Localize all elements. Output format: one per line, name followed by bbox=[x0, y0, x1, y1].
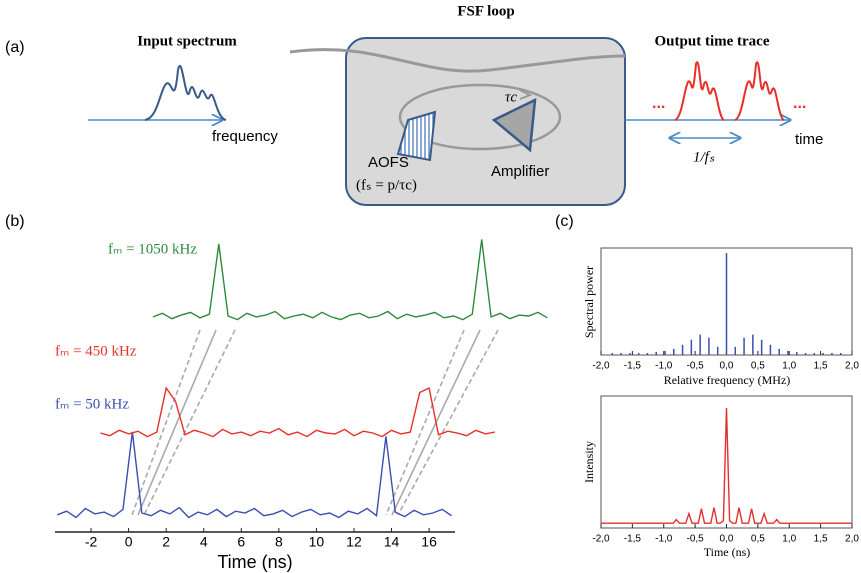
x-tick-label: 1,5 bbox=[814, 534, 828, 545]
x-tick-label: 16 bbox=[421, 534, 437, 550]
x-tick-label: -2 bbox=[85, 534, 98, 550]
x-tick-label: 0 bbox=[125, 534, 133, 550]
connectors bbox=[131, 329, 499, 516]
input-axis-label: frequency bbox=[212, 128, 278, 145]
x-axis-label: Time (ns) bbox=[217, 552, 292, 572]
series-label: fₘ = 450 kHz bbox=[55, 343, 137, 359]
x-tick-label: 1,5 bbox=[814, 361, 828, 372]
x-axis-label: Time (ns) bbox=[704, 545, 751, 559]
loop-arrow bbox=[519, 89, 533, 100]
aofs-label: AOFS bbox=[368, 154, 409, 171]
x-tick-label: 4 bbox=[200, 534, 208, 550]
loop-box bbox=[345, 37, 626, 206]
x-tick-label: 10 bbox=[309, 534, 325, 550]
amplifier-icon bbox=[491, 97, 537, 153]
panel-label: (c) bbox=[555, 213, 574, 230]
input-title: Input spectrum bbox=[137, 33, 237, 49]
period-label: 1/fₛ bbox=[693, 149, 715, 165]
x-tick-label: -1,5 bbox=[624, 534, 642, 545]
x-tick-label: 0,5 bbox=[751, 534, 765, 545]
x-tick-label: 12 bbox=[346, 534, 362, 550]
aofs-relation: (fₛ = p/τc) bbox=[356, 177, 417, 193]
panel-label: (a) bbox=[5, 39, 25, 56]
aofs-icon bbox=[396, 110, 437, 162]
x-tick-label: 0,5 bbox=[751, 361, 765, 372]
series-label: fₘ = 1050 kHz bbox=[108, 241, 197, 257]
x-tick-label: 8 bbox=[275, 534, 283, 550]
trace bbox=[57, 431, 452, 519]
ellipsis: ... bbox=[793, 95, 806, 112]
series-label: fₘ = 50 kHz bbox=[55, 396, 129, 412]
x-axis-label: Relative frequency (MHz) bbox=[664, 373, 791, 387]
trace bbox=[152, 239, 548, 321]
loop-title: FSF loop bbox=[457, 3, 514, 19]
x-tick-label: -0,5 bbox=[687, 534, 705, 545]
panel-label: (b) bbox=[5, 213, 25, 230]
trace bbox=[100, 386, 495, 438]
y-axis-label: Intensity bbox=[582, 441, 596, 483]
x-tick-label: 0,0 bbox=[720, 534, 734, 545]
amplifier-label: Amplifier bbox=[491, 163, 549, 180]
input-spectrum bbox=[144, 65, 227, 121]
loop bbox=[398, 83, 562, 151]
trace bbox=[601, 407, 852, 524]
x-tick-label: 0,0 bbox=[720, 361, 734, 372]
x-tick-label: 6 bbox=[237, 534, 245, 550]
delay-label: τc bbox=[505, 89, 517, 105]
x-tick-label: -1,5 bbox=[624, 361, 642, 372]
output-axis-label: time bbox=[795, 131, 823, 148]
x-tick-label: -0,5 bbox=[687, 361, 705, 372]
x-tick-label: -2,0 bbox=[592, 361, 610, 372]
x-tick-label: 2,0 bbox=[845, 534, 859, 545]
x-tick-label: -2,0 bbox=[592, 534, 610, 545]
output-title: Output time trace bbox=[655, 33, 770, 49]
x-tick-label: -1,0 bbox=[655, 534, 673, 545]
x-tick-label: 1,0 bbox=[782, 361, 796, 372]
fiber bbox=[289, 48, 626, 73]
x-tick-label: 2,0 bbox=[845, 361, 859, 372]
x-tick-label: -1,0 bbox=[655, 361, 673, 372]
x-tick-label: 2 bbox=[162, 534, 170, 550]
y-axis-label: Spectral power bbox=[582, 266, 596, 338]
x-tick-label: 14 bbox=[384, 534, 400, 550]
output-pulses bbox=[674, 61, 785, 121]
x-tick-label: 1,0 bbox=[782, 534, 796, 545]
ellipsis: ... bbox=[652, 95, 665, 112]
